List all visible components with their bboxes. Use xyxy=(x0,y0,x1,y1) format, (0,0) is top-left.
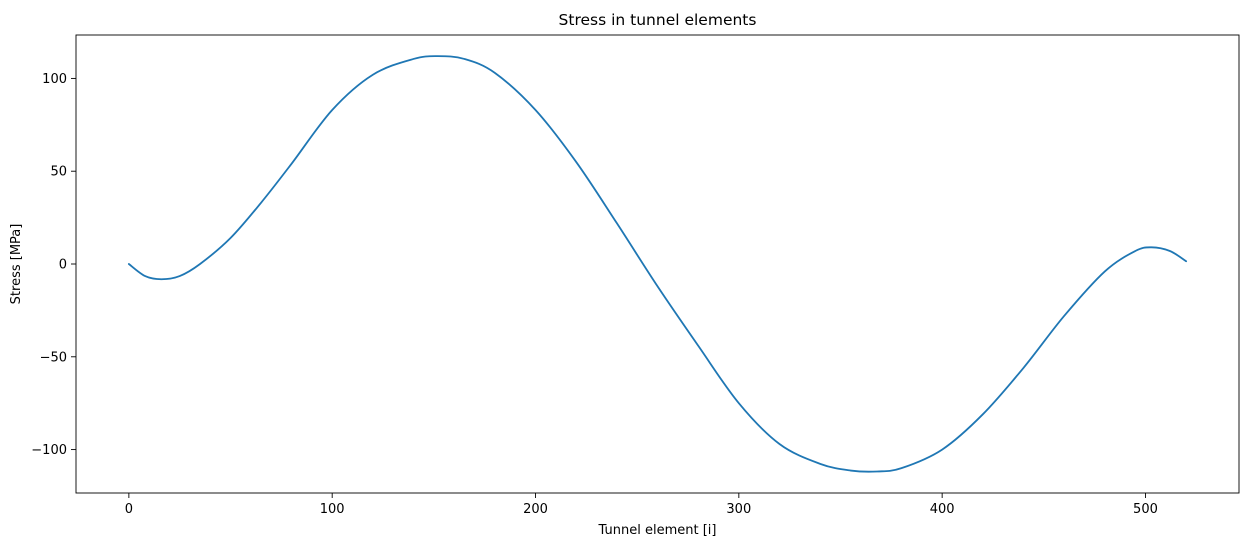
y-tick-label: 0 xyxy=(59,258,67,273)
x-axis-label: Tunnel element [i] xyxy=(598,523,717,538)
x-tick-label: 0 xyxy=(125,502,133,517)
y-axis-label: Stress [MPa] xyxy=(9,224,24,305)
y-tick-label: 50 xyxy=(50,165,67,180)
x-tick-label: 500 xyxy=(1133,502,1158,517)
y-tick-label: −50 xyxy=(40,350,67,365)
x-tick-label: 300 xyxy=(726,502,751,517)
series-line xyxy=(127,55,1188,473)
x-tick-label: 200 xyxy=(523,502,548,517)
y-tick-label: 100 xyxy=(42,72,67,87)
x-tick-label: 100 xyxy=(320,502,345,517)
chart-title: Stress in tunnel elements xyxy=(559,11,757,29)
x-axis-ticks: 0 100 200 300 400 500 xyxy=(125,493,1158,517)
x-tick-label: 400 xyxy=(930,502,955,517)
y-axis-ticks: −100 −50 0 50 100 xyxy=(31,72,76,458)
axes-frame xyxy=(75,34,1240,494)
y-tick-label: −100 xyxy=(31,443,67,458)
